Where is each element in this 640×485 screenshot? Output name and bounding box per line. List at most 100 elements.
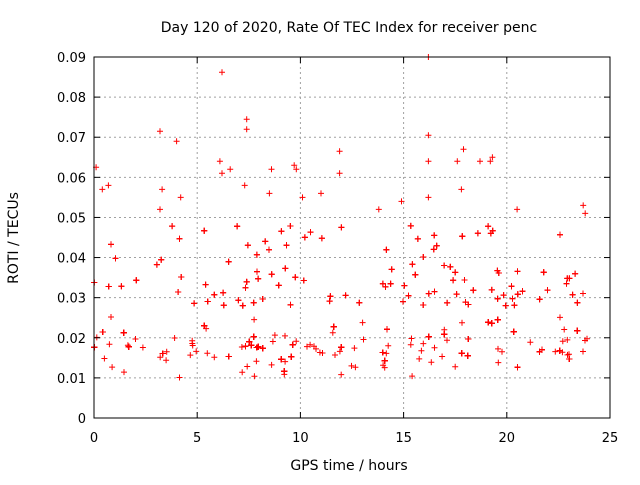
y-tick-label: 0.01	[57, 372, 86, 387]
data-point	[266, 246, 272, 253]
data-point	[254, 268, 260, 275]
data-point	[450, 277, 457, 284]
data-point	[288, 353, 295, 360]
data-point	[351, 345, 358, 352]
data-point	[514, 364, 521, 371]
data-point	[461, 277, 468, 283]
data-point	[336, 148, 343, 155]
data-point	[444, 299, 451, 306]
data-point	[509, 295, 516, 302]
data-point	[173, 138, 180, 145]
data-point	[559, 338, 566, 345]
data-point	[433, 242, 440, 249]
data-point	[431, 344, 438, 351]
data-point	[474, 230, 481, 237]
data-point	[176, 235, 183, 242]
data-point	[220, 289, 227, 296]
data-point	[248, 342, 255, 349]
data-point	[582, 337, 588, 344]
data-point	[238, 344, 245, 350]
data-point	[108, 314, 114, 320]
data-point	[326, 298, 333, 305]
data-point	[574, 299, 581, 306]
data-point	[262, 238, 269, 245]
data-point	[332, 352, 338, 358]
data-point	[311, 343, 317, 350]
data-point	[251, 316, 258, 323]
data-point	[510, 328, 517, 335]
data-point	[227, 166, 234, 173]
data-point	[327, 293, 334, 300]
data-point	[494, 295, 501, 302]
data-point	[242, 284, 249, 291]
data-point	[243, 278, 250, 285]
data-point	[253, 344, 260, 351]
data-point	[287, 223, 294, 229]
data-point	[412, 271, 419, 278]
data-point	[159, 186, 166, 193]
data-point	[318, 190, 324, 197]
data-point	[454, 158, 461, 165]
data-point	[105, 283, 112, 290]
data-point	[441, 331, 448, 338]
data-point	[282, 358, 289, 365]
y-tick-label: 0	[78, 412, 86, 427]
data-point	[291, 162, 298, 169]
data-point	[485, 223, 492, 230]
data-point	[299, 194, 306, 201]
data-point	[105, 182, 112, 189]
data-point	[465, 301, 472, 308]
data-point	[99, 329, 106, 335]
data-point	[420, 340, 427, 347]
data-point	[201, 227, 208, 234]
y-tick-label: 0.04	[57, 252, 86, 267]
data-point	[414, 235, 421, 242]
data-point	[219, 69, 225, 76]
data-point	[251, 373, 258, 380]
data-point	[253, 358, 260, 365]
data-point	[381, 357, 388, 364]
data-point	[159, 350, 166, 357]
data-point	[244, 242, 251, 249]
data-point	[375, 206, 382, 213]
data-point	[452, 269, 459, 276]
y-tick-label: 0.09	[57, 51, 86, 66]
data-point	[569, 291, 576, 298]
data-point	[477, 158, 483, 165]
data-point	[418, 347, 425, 354]
data-point	[514, 291, 521, 298]
data-point	[204, 298, 211, 305]
data-point	[163, 348, 170, 355]
data-point	[519, 288, 526, 295]
data-point	[485, 319, 492, 326]
data-point	[407, 341, 414, 348]
data-point	[425, 290, 432, 297]
data-point	[540, 269, 547, 276]
data-point	[552, 348, 559, 355]
data-point	[338, 344, 345, 351]
data-point	[204, 350, 211, 357]
data-point	[544, 287, 551, 294]
data-point	[582, 210, 589, 217]
data-point	[342, 292, 349, 299]
data-point	[157, 206, 163, 213]
data-point	[307, 341, 314, 348]
data-point	[219, 170, 225, 177]
data-point	[169, 223, 176, 230]
data-point	[139, 344, 146, 351]
data-point	[563, 280, 570, 287]
data-point	[338, 371, 345, 378]
data-points	[91, 54, 590, 381]
data-point	[382, 283, 389, 290]
data-point	[244, 363, 251, 370]
data-point	[259, 296, 266, 302]
data-point	[176, 374, 183, 381]
data-point	[508, 283, 515, 290]
data-point	[301, 234, 308, 241]
data-point	[425, 158, 432, 165]
data-point	[458, 186, 465, 193]
data-point	[241, 182, 248, 189]
data-point	[420, 254, 427, 260]
data-point	[255, 275, 262, 282]
